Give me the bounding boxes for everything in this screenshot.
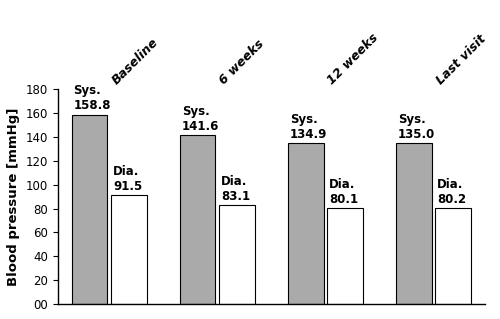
- Text: Dia.
80.2: Dia. 80.2: [438, 178, 466, 206]
- Bar: [288, 143, 324, 304]
- Text: Last visit: Last visit: [434, 33, 488, 87]
- Bar: [219, 205, 255, 304]
- Text: 12 weeks: 12 weeks: [326, 31, 382, 87]
- Text: Sys.
141.6: Sys. 141.6: [182, 105, 219, 133]
- Bar: [396, 143, 432, 304]
- Text: Dia.
91.5: Dia. 91.5: [113, 165, 142, 192]
- Bar: [72, 115, 108, 304]
- Text: Sys.
135.0: Sys. 135.0: [398, 113, 435, 141]
- Text: 6 weeks: 6 weeks: [218, 37, 267, 87]
- Bar: [328, 209, 363, 304]
- Text: Sys.
158.8: Sys. 158.8: [74, 84, 111, 112]
- Bar: [436, 208, 471, 304]
- Y-axis label: Blood pressure [mmHg]: Blood pressure [mmHg]: [7, 108, 20, 286]
- Text: Baseline: Baseline: [110, 36, 160, 87]
- Text: Dia.
83.1: Dia. 83.1: [221, 174, 250, 203]
- Bar: [111, 195, 147, 304]
- Text: Sys.
134.9: Sys. 134.9: [290, 113, 327, 141]
- Bar: [180, 135, 216, 304]
- Text: Dia.
80.1: Dia. 80.1: [329, 178, 358, 206]
